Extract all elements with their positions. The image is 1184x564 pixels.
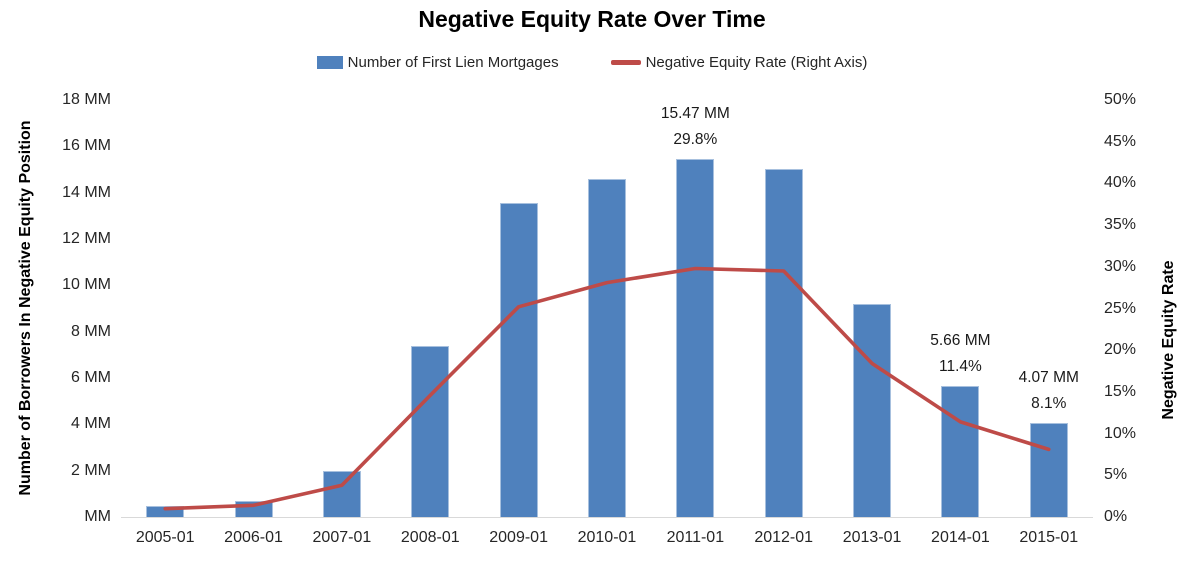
x-tick-label-2010-01: 2010-01 bbox=[577, 529, 637, 546]
bar-slot-2011-01: 15.47 MM 29.8% bbox=[651, 100, 739, 517]
annotation-line: 15.47 MM bbox=[660, 104, 730, 122]
y-tick-label: 0% bbox=[1104, 508, 1128, 525]
annotation-2014-01: 5.66 MM 11.4% bbox=[930, 328, 990, 380]
bar-slot-2015-01: 4.07 MM 8.1% bbox=[1005, 100, 1093, 517]
legend: Number of First Lien Mortgages Negative … bbox=[0, 54, 1184, 71]
right-axis-ticks: 50% 45% 40% 35% 30% 25% 20% 15% 10% 5% 0% bbox=[1104, 91, 1164, 525]
bar-2011-01 bbox=[676, 158, 715, 517]
legend-item-bars: Number of First Lien Mortgages bbox=[316, 54, 559, 71]
annotation-line: 8.1% bbox=[1031, 394, 1067, 412]
y-tick-label: 20% bbox=[1104, 341, 1137, 359]
legend-bar-label: Number of First Lien Mortgages bbox=[347, 54, 559, 71]
x-tick-label-2013-01: 2013-01 bbox=[842, 529, 902, 546]
x-tick-label-2014-01: 2014-01 bbox=[931, 529, 990, 546]
y-tick-label: 5% bbox=[1104, 466, 1128, 484]
annotation-line: 4.07 MM bbox=[1018, 368, 1079, 386]
x-tick-label-2005-01: 2005-01 bbox=[135, 529, 195, 546]
chart-title: Negative Equity Rate Over Time bbox=[418, 6, 766, 32]
y-tick-label: 2 MM bbox=[71, 461, 111, 479]
bar-slot-2005-01 bbox=[121, 100, 209, 517]
bar-slot-2009-01 bbox=[474, 100, 562, 517]
annotation-line: 11.4% bbox=[939, 357, 982, 375]
x-tick-label-2015-01: 2015-01 bbox=[1019, 529, 1079, 546]
bar-2007-01 bbox=[322, 470, 361, 517]
y-tick-label: 45% bbox=[1104, 132, 1137, 150]
left-axis-ticks: 18 MM 16 MM 14 MM 12 MM 10 MM 8 MM 6 MM 4 MM 2 M… bbox=[40, 91, 111, 525]
bar-slot-2014-01: 5.66 MM 11.4% bbox=[916, 100, 1004, 517]
plot-area: 15.47 MM 29.8% 5.66 MM 11.4% 4.07 MM 8.1% bbox=[121, 100, 1093, 518]
bar-2006-01 bbox=[234, 500, 273, 517]
y-tick-label: 50% bbox=[1104, 91, 1137, 108]
bar-2005-01 bbox=[146, 505, 185, 517]
y-tick-label: 30% bbox=[1104, 257, 1137, 275]
x-tick-label-2008-01: 2008-01 bbox=[400, 529, 460, 546]
bar-series-swatch-icon bbox=[316, 56, 343, 69]
bar-2013-01 bbox=[853, 303, 892, 517]
y-tick-label: 6 MM bbox=[71, 369, 111, 386]
x-axis-labels: 2005-01 2006-01 2007-01 2008-01 2009-01 2010-… bbox=[121, 529, 1093, 547]
y-tick-label: 25% bbox=[1104, 299, 1137, 317]
legend-line-label: Negative Equity Rate (Right Axis) bbox=[645, 54, 868, 71]
bar-2015-01 bbox=[1029, 422, 1068, 517]
bar-2008-01 bbox=[411, 345, 450, 517]
line-series-swatch-icon bbox=[610, 60, 641, 65]
y-tick-label: 8 MM bbox=[71, 322, 111, 340]
y-tick-label: 14 MM bbox=[62, 183, 111, 201]
x-tick-label-2011-01: 2011-01 bbox=[666, 529, 725, 546]
annotation-2011-01: 15.47 MM 29.8% bbox=[661, 101, 730, 153]
bar-slot-2006-01 bbox=[209, 100, 297, 517]
y-tick-label: 12 MM bbox=[62, 230, 111, 247]
y-tick-label: 4 MM bbox=[71, 415, 111, 433]
bar-slot-2007-01 bbox=[298, 100, 386, 517]
x-tick-label-2007-01: 2007-01 bbox=[312, 529, 372, 546]
bar-slot-2008-01 bbox=[386, 100, 474, 517]
y-tick-label: 35% bbox=[1104, 216, 1137, 234]
y-tick-label: 40% bbox=[1104, 174, 1137, 192]
bar-2010-01 bbox=[587, 179, 626, 517]
bar-slot-2012-01 bbox=[740, 100, 828, 517]
annotation-line: 29.8% bbox=[673, 130, 718, 148]
x-tick-label-2009-01: 2009-01 bbox=[489, 529, 548, 546]
y-tick-label: MM bbox=[84, 508, 111, 525]
y-tick-label: 18 MM bbox=[62, 91, 111, 108]
annotation-line: 5.66 MM bbox=[930, 331, 991, 349]
bar-slot-2013-01 bbox=[828, 100, 916, 517]
y-tick-label: 16 MM bbox=[62, 137, 111, 155]
bar-2014-01 bbox=[941, 385, 980, 517]
y-tick-label: 10% bbox=[1104, 424, 1137, 442]
x-tick-label-2006-01: 2006-01 bbox=[224, 529, 283, 546]
bar-2009-01 bbox=[499, 202, 538, 517]
x-tick-label-2012-01: 2012-01 bbox=[754, 529, 814, 546]
annotation-2015-01: 4.07 MM 8.1% bbox=[1019, 365, 1079, 417]
left-axis-title: Number of Borrowers In Negative Equity P… bbox=[17, 120, 34, 496]
y-tick-label: 15% bbox=[1104, 382, 1137, 400]
y-tick-label: 10 MM bbox=[62, 276, 111, 294]
bar-slot-2010-01 bbox=[563, 100, 651, 517]
legend-item-line: Negative Equity Rate (Right Axis) bbox=[610, 54, 868, 71]
bar-2012-01 bbox=[764, 169, 803, 517]
